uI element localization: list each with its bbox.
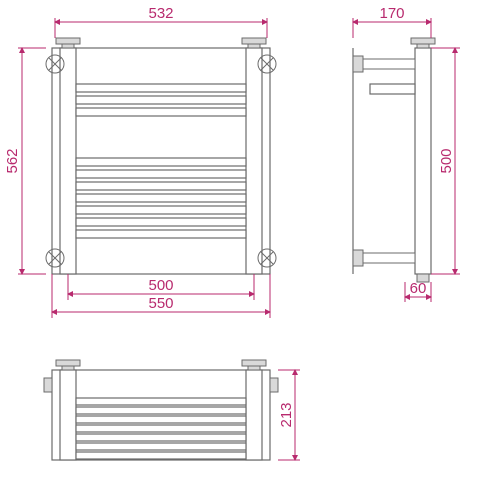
dim-side-right: 500: [438, 148, 455, 173]
dim-front-bottom-outer: 550: [148, 295, 173, 312]
side-view: 170 500 60: [353, 5, 460, 302]
dim-side-bottom: 60: [410, 280, 427, 297]
dim-front-left: 562: [4, 148, 21, 173]
technical-drawing: 532 562 500 550: [0, 0, 500, 500]
dim-front-bottom-inner: 500: [148, 277, 173, 294]
top-view: 213: [44, 360, 300, 460]
dim-side-top: 170: [379, 5, 404, 22]
dim-front-top: 532: [148, 5, 173, 22]
dim-top-right: 213: [278, 402, 295, 427]
front-view: 532 562 500 550: [4, 5, 276, 318]
